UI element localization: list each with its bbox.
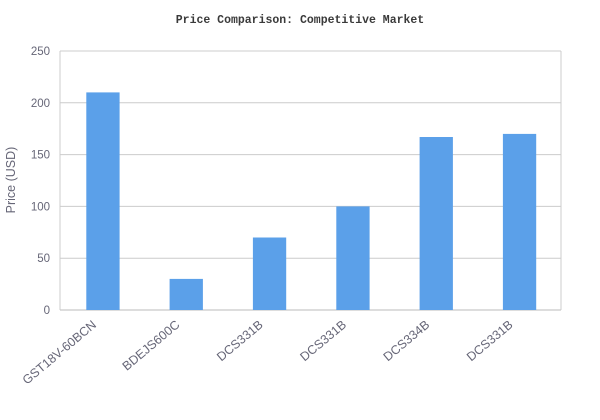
svg-text:200: 200: [31, 98, 50, 110]
svg-text:100: 100: [31, 201, 50, 213]
svg-text:DCS334B: DCS334B: [381, 318, 433, 364]
svg-text:DCS331B: DCS331B: [214, 318, 266, 364]
svg-text:DCS331B: DCS331B: [464, 318, 516, 364]
svg-text:BDEJS600C: BDEJS600C: [120, 318, 183, 374]
svg-text:150: 150: [31, 150, 50, 162]
svg-text:0: 0: [44, 305, 50, 317]
svg-text:50: 50: [37, 253, 50, 265]
svg-text:DCS331B: DCS331B: [297, 318, 349, 364]
svg-text:GST18V-60BCN: GST18V-60BCN: [20, 318, 99, 388]
svg-text:250: 250: [31, 46, 50, 58]
